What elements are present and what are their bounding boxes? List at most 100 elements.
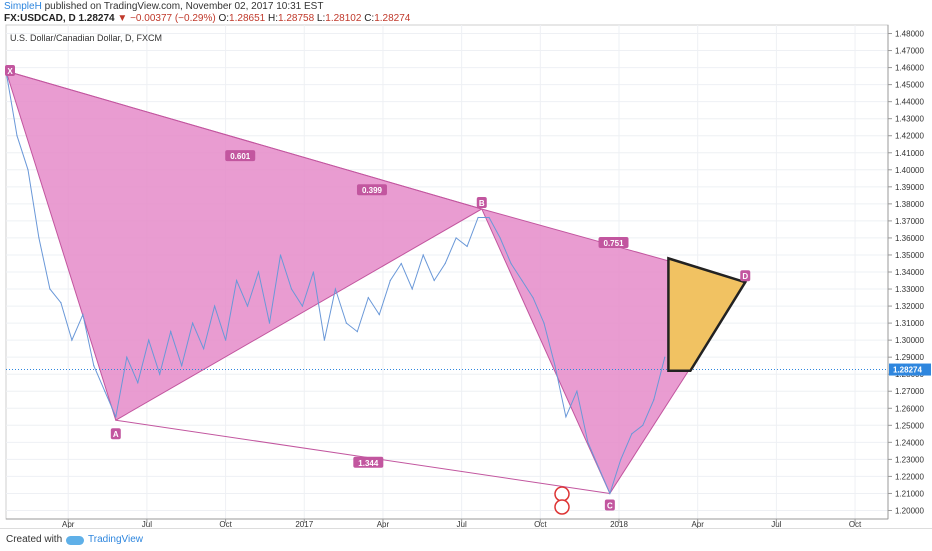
price-point [60, 302, 62, 304]
point-badge [740, 270, 751, 282]
price-point [433, 279, 435, 282]
price-point [664, 356, 666, 358]
point-label: B [479, 199, 485, 208]
price-point [444, 262, 446, 265]
price-point [422, 254, 424, 256]
time-axis[interactable]: Apr Jul Oct 2017 Apr Jul Oct 2018 Apr Jul Oct [6, 518, 888, 528]
point-label: D [742, 272, 748, 281]
price-point [279, 254, 282, 256]
price-point [653, 399, 655, 401]
price-point [170, 331, 172, 333]
price-point [290, 288, 293, 290]
low-label: L: [316, 13, 326, 24]
price-point [400, 262, 402, 265]
x-tick-label: Oct [849, 520, 862, 528]
price-point [642, 424, 644, 426]
pattern-labels: X A B C D 0.601 0.399 1.344 0.751 [5, 64, 751, 511]
ratio-label: 1.344 [358, 459, 379, 468]
tradingview-brand[interactable]: TradingView [88, 534, 144, 545]
y-tick-label: 1.43000 [895, 115, 924, 124]
y-tick-label: 1.29000 [895, 353, 924, 362]
price-point [181, 365, 183, 367]
y-tick-label: 1.20000 [895, 506, 924, 515]
flag-icon[interactable] [554, 486, 570, 515]
price-point [367, 296, 369, 299]
price-point [312, 271, 315, 273]
y-tick-label: 1.44000 [895, 98, 924, 107]
y-tick-label: 1.48000 [895, 30, 924, 39]
us-flag-icon[interactable] [554, 499, 570, 515]
price-point [148, 339, 150, 341]
price-point [301, 305, 304, 307]
price-point [510, 262, 512, 265]
created-with-text: Created with [6, 534, 63, 545]
target-zone-polygon[interactable] [667, 256, 748, 373]
symbol-info: FX:USDCAD, D 1.28274 ▼ −0.00377 (−0.29%)… [4, 13, 410, 25]
ratio-label: 0.751 [604, 239, 625, 248]
price-chart[interactable]: X A B C D 0.601 0.399 1.344 0.751 1.48000 1.47000… [0, 0, 932, 528]
price-point [82, 313, 84, 316]
grid [6, 25, 888, 519]
y-tick-label: 1.45000 [895, 81, 924, 90]
point-label: X [7, 67, 13, 76]
y-tick-label: 1.35000 [895, 251, 924, 260]
price-point [93, 365, 95, 367]
y-tick-label: 1.33000 [895, 285, 924, 294]
price-point [224, 339, 227, 341]
y-tick-label: 1.26000 [895, 404, 924, 413]
price-point [543, 322, 545, 324]
y-tick-label: 1.39000 [895, 183, 924, 192]
xb-line [5, 70, 482, 210]
y-tick-label: 1.24000 [895, 438, 924, 447]
close-label: C: [364, 13, 375, 24]
y-tick-label: 1.46000 [895, 64, 924, 73]
y-tick-label: 1.47000 [895, 47, 924, 56]
x-tick-label: Apr [62, 520, 75, 528]
x-tick-label: Oct [534, 520, 547, 528]
x-tick-label: Jul [457, 520, 467, 528]
price-point [532, 296, 534, 299]
y-tick-label: 1.37000 [895, 217, 924, 226]
y-tick-label: 1.42000 [895, 132, 924, 141]
author-link[interactable]: SimpleH [4, 1, 42, 12]
canada-flag-icon[interactable] [554, 486, 570, 502]
price-point [323, 339, 325, 341]
price-point [71, 339, 73, 341]
point-label: A [113, 430, 119, 439]
price-point [499, 237, 501, 239]
last-price-badge [889, 363, 931, 376]
x-tick-label: 2018 [610, 520, 628, 528]
price-point [378, 313, 380, 316]
price-point [246, 305, 249, 307]
y-tick-label: 1.27000 [895, 387, 924, 396]
point-badge [110, 428, 121, 440]
price-point [126, 356, 128, 358]
price-point [466, 245, 468, 248]
ratio-badge [353, 456, 384, 468]
point-badge [5, 64, 15, 76]
y-tick-label: 1.36000 [895, 234, 924, 243]
x-tick-label: Apr [691, 520, 704, 528]
target-zone[interactable] [667, 256, 748, 373]
price-point [137, 382, 139, 384]
y-tick-label: 1.23000 [895, 455, 924, 464]
price-point [104, 390, 106, 392]
price-point [565, 416, 567, 418]
ratio-badge [598, 237, 629, 249]
x-tick-label: Oct [219, 520, 232, 528]
footer: Created with TradingView [0, 528, 932, 551]
price-change: −0.00377 (−0.29%) [130, 13, 216, 24]
price-point [488, 216, 490, 219]
price-point [477, 216, 479, 219]
price-point [268, 322, 271, 324]
price-point [49, 288, 51, 290]
price-point [257, 271, 260, 273]
low-value: 1.28102 [325, 13, 362, 24]
price-axis[interactable]: 1.48000 1.47000 1.46000 1.45000 1.44000 1.430… [887, 25, 931, 519]
price-point [620, 458, 622, 460]
ratio-label: 0.399 [362, 186, 383, 195]
price-point [598, 467, 600, 469]
last-price: 1.28274 [78, 13, 115, 24]
price-point [455, 237, 457, 239]
point-badge [476, 196, 487, 208]
